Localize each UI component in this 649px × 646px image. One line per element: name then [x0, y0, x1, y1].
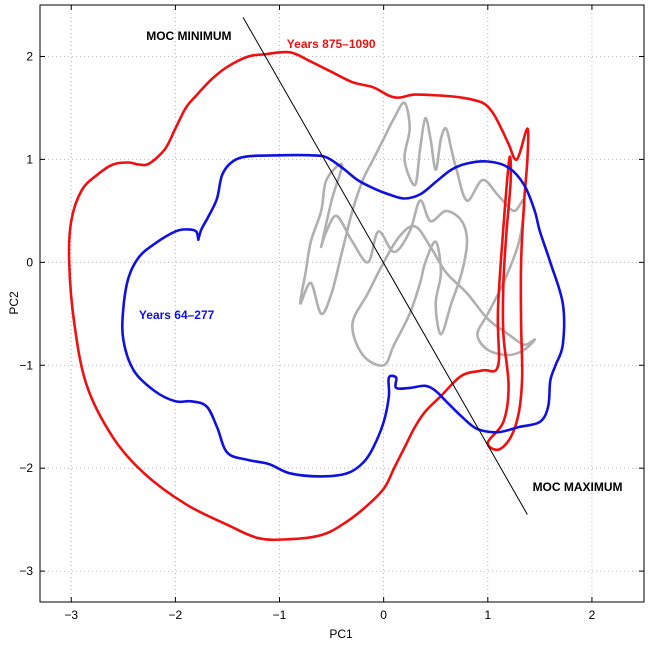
- y-tick-labels: −3 −2 −1 0 1 2: [19, 49, 33, 578]
- annotation-moc-minimum: MOC MINIMUM: [146, 29, 231, 43]
- grid-lines: [40, 5, 644, 602]
- y-axis-label: PC2: [7, 291, 21, 315]
- x-tick-label: 1: [484, 608, 491, 622]
- y-tick-label: −3: [19, 564, 33, 578]
- plot-area-background: [40, 5, 644, 602]
- reference-line-layer: [242, 17, 528, 515]
- x-tick-labels: −3 −2 −1 0 1 2: [64, 608, 595, 622]
- annotation-years-875-1090: Years 875–1090: [287, 37, 376, 51]
- annotation-moc-maximum: MOC MAXIMUM: [533, 480, 623, 494]
- y-tick-label: 0: [26, 255, 33, 269]
- plot-frame: [39, 4, 645, 603]
- annotation-years-64-277: Years 64–277: [139, 308, 215, 322]
- moc-reference-line: [242, 17, 528, 515]
- series-line-years-64-277: [121, 153, 566, 478]
- y-tick-label: 1: [26, 152, 33, 166]
- x-tick-label: 0: [380, 608, 387, 622]
- x-tick-label: 2: [589, 608, 596, 622]
- tick-marks: [40, 5, 644, 602]
- x-tick-label: −3: [64, 608, 78, 622]
- x-axis-label: PC1: [329, 627, 353, 641]
- x-tick-label: −2: [169, 608, 183, 622]
- y-tick-label: −2: [19, 461, 33, 475]
- series-line-years-875-1090: [67, 50, 530, 542]
- x-tick-label: −1: [273, 608, 287, 622]
- annotations-layer: MOC MINIMUM Years 875–1090 Years 64–277 MOC…: [139, 29, 623, 494]
- series-layer: [67, 50, 566, 542]
- y-tick-label: 2: [26, 49, 33, 63]
- y-tick-label: −1: [19, 358, 33, 372]
